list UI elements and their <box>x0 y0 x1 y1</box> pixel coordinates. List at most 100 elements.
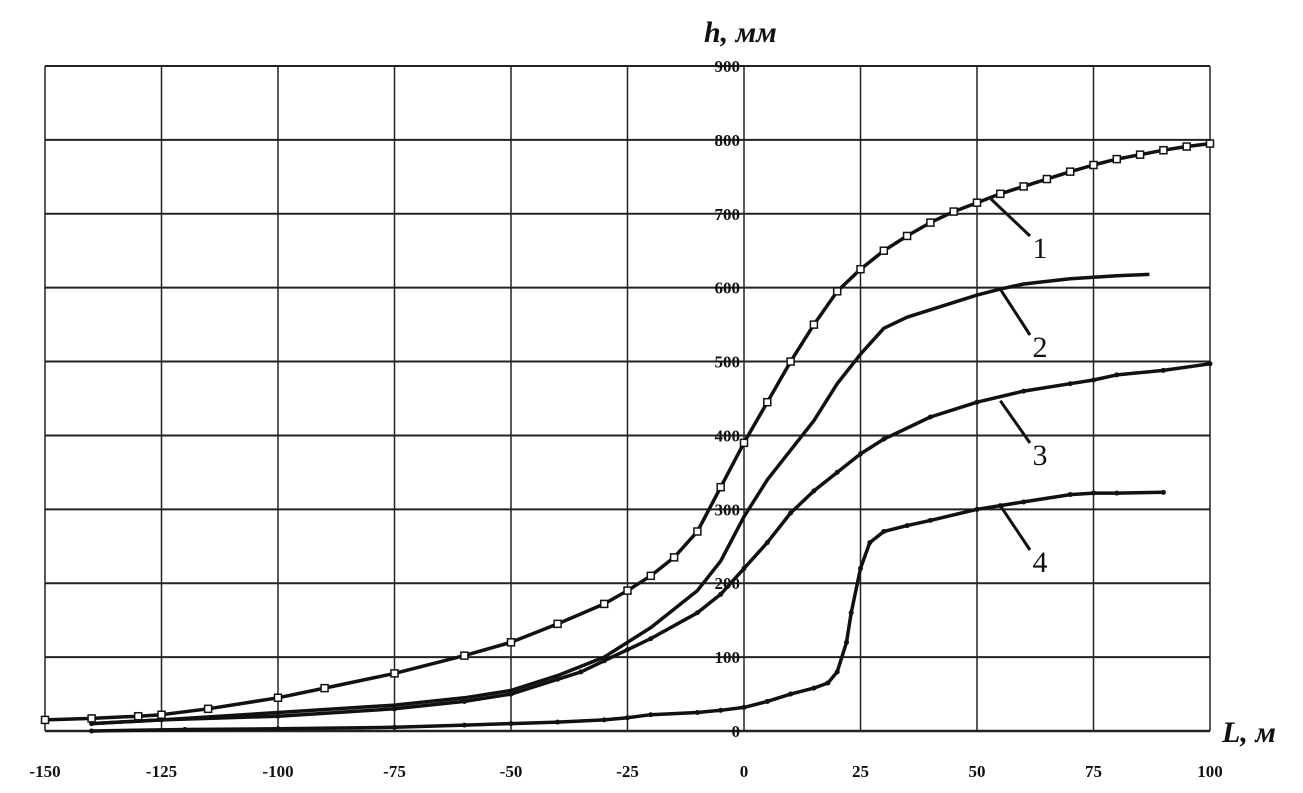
y-tick-label: 100 <box>715 648 741 667</box>
data-point-1 <box>949 207 958 216</box>
x-tick-label: 50 <box>969 762 986 781</box>
data-point-1 <box>669 553 679 562</box>
data-point-3 <box>881 436 887 442</box>
x-tick-label: 100 <box>1197 762 1223 781</box>
data-point-1 <box>1042 174 1052 184</box>
data-point-4 <box>741 704 747 710</box>
data-point-4 <box>834 669 840 675</box>
y-axis-label: h, мм <box>704 16 777 49</box>
series-line-4 <box>91 490 1164 733</box>
data-point-1 <box>879 246 889 255</box>
curve-label-4: 4 <box>1033 546 1048 579</box>
data-point-1 <box>320 683 329 693</box>
data-point-4 <box>904 523 910 529</box>
data-point-1 <box>1065 167 1075 176</box>
data-point-1 <box>763 397 772 407</box>
data-point-1 <box>40 715 50 725</box>
data-point-3 <box>694 610 700 616</box>
data-point-1 <box>553 619 562 629</box>
data-point-4 <box>89 728 95 734</box>
data-point-4 <box>182 727 188 733</box>
data-point-1 <box>1159 145 1168 155</box>
data-point-1 <box>1019 182 1028 191</box>
x-tick-label: 25 <box>852 762 869 781</box>
data-point-1 <box>1112 154 1122 164</box>
data-point-3 <box>275 713 281 719</box>
series-line-3 <box>91 362 1211 726</box>
data-point-4 <box>275 726 281 732</box>
x-tick-label: -50 <box>500 762 523 781</box>
leader-line-2 <box>999 288 1032 336</box>
data-point-4 <box>694 710 700 716</box>
curve-label-1: 1 <box>1033 232 1048 265</box>
y-tick-label: 300 <box>715 500 741 519</box>
data-point-4 <box>508 721 514 727</box>
data-point-1 <box>1135 150 1145 159</box>
data-point-3 <box>927 414 933 420</box>
data-point-1 <box>506 638 516 647</box>
data-point-3 <box>764 540 770 546</box>
x-axis-label: L, м <box>1221 716 1276 749</box>
data-point-3 <box>1114 372 1120 378</box>
data-point-1 <box>1089 160 1098 170</box>
data-point-4 <box>825 680 831 686</box>
data-point-1 <box>133 711 143 721</box>
y-tick-label: 800 <box>715 131 741 150</box>
y-tick-label: 600 <box>715 279 741 298</box>
data-point-3 <box>718 591 724 597</box>
data-point-1 <box>623 586 632 595</box>
data-point-4 <box>1091 490 1096 496</box>
data-point-1 <box>716 482 725 492</box>
data-point-3 <box>1207 361 1213 367</box>
data-point-3 <box>159 717 164 723</box>
data-point-4 <box>1160 489 1166 495</box>
data-point-3 <box>974 399 980 405</box>
data-point-3 <box>858 451 863 457</box>
data-point-3 <box>1160 367 1166 373</box>
data-point-1 <box>902 231 912 241</box>
y-tick-label: 700 <box>715 205 741 224</box>
data-point-1 <box>786 357 795 366</box>
leader-line-1 <box>989 197 1032 238</box>
curve-label-3: 3 <box>1033 439 1048 472</box>
data-point-1 <box>832 287 842 296</box>
data-point-1 <box>646 571 656 581</box>
data-point-4 <box>927 517 933 523</box>
data-point-4 <box>867 540 873 546</box>
data-point-3 <box>508 691 514 697</box>
data-point-3 <box>578 669 584 675</box>
data-point-3 <box>461 698 467 704</box>
x-tick-label: -100 <box>262 762 293 781</box>
data-point-4 <box>811 685 817 691</box>
data-point-1 <box>273 693 283 702</box>
data-point-4 <box>844 639 850 645</box>
data-point-4 <box>848 610 854 616</box>
data-point-4 <box>788 691 794 697</box>
data-point-1 <box>996 189 1005 199</box>
data-point-3 <box>555 676 561 682</box>
data-point-4 <box>601 717 607 723</box>
x-tick-label: -125 <box>146 762 177 781</box>
data-point-3 <box>834 469 840 475</box>
data-point-3 <box>1091 377 1096 383</box>
data-point-1 <box>599 599 609 609</box>
x-tick-label: 0 <box>740 762 749 781</box>
data-point-4 <box>461 722 467 728</box>
data-point-4 <box>974 506 980 512</box>
y-tick-label: 500 <box>715 353 741 372</box>
data-point-4 <box>625 715 630 721</box>
data-point-1 <box>1182 142 1191 151</box>
data-point-1 <box>693 527 702 536</box>
data-point-1 <box>972 198 982 207</box>
x-tick-label: -25 <box>616 762 639 781</box>
curve-label-2: 2 <box>1033 331 1048 364</box>
data-point-3 <box>392 706 397 712</box>
x-tick-label: -75 <box>383 762 406 781</box>
data-point-1 <box>739 438 749 448</box>
data-point-4 <box>555 719 561 725</box>
data-point-1 <box>157 710 166 719</box>
data-point-4 <box>881 529 887 534</box>
data-point-1 <box>460 651 469 660</box>
data-point-4 <box>764 698 770 704</box>
